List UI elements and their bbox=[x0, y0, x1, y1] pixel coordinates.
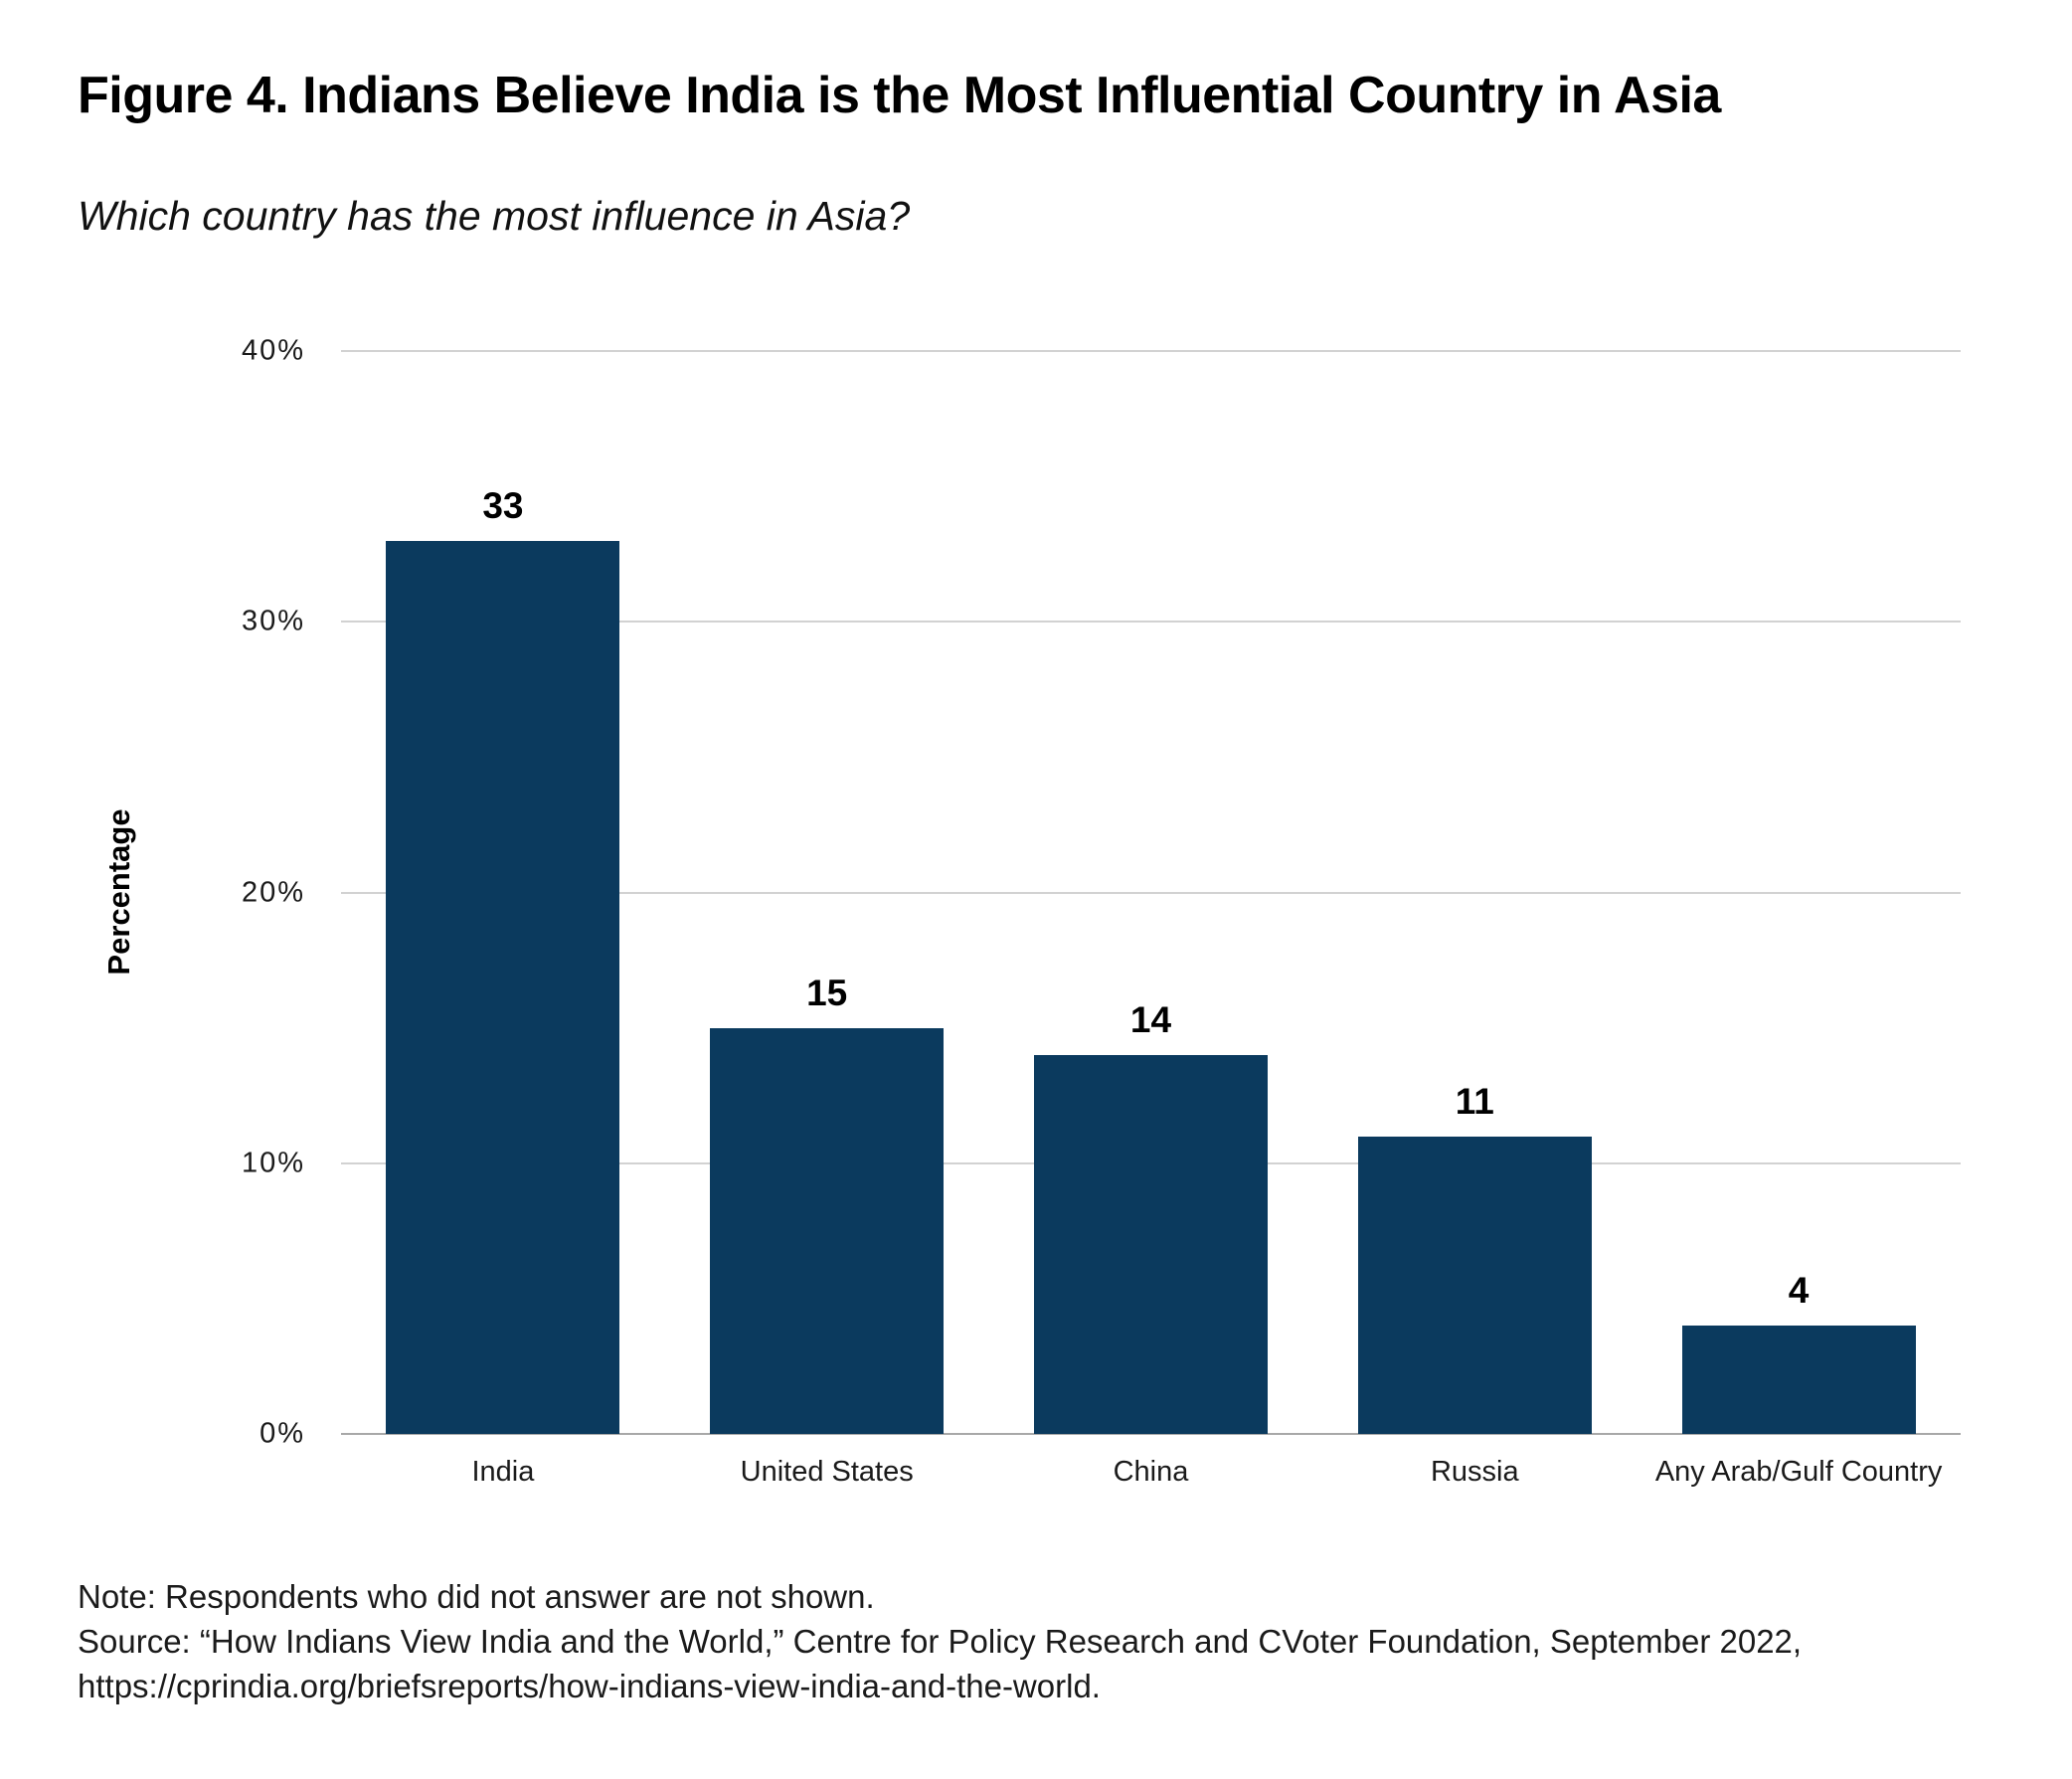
bar-value-label: 14 bbox=[1129, 998, 1172, 1040]
x-category-label: India bbox=[471, 1456, 535, 1488]
bar-india bbox=[386, 540, 620, 1434]
y-tick-label: 20% bbox=[241, 876, 305, 908]
x-category-label: Russia bbox=[1430, 1456, 1519, 1488]
x-category-label: United States bbox=[740, 1456, 914, 1488]
y-tick-label: 40% bbox=[241, 334, 305, 367]
y-tick-label: 30% bbox=[241, 605, 305, 637]
figure-title: Figure 4. Indians Believe India is the M… bbox=[78, 67, 1721, 124]
bar-any-arab-gulf-country bbox=[1681, 1326, 1916, 1434]
bar-value-label: 11 bbox=[1455, 1080, 1494, 1122]
gridline bbox=[341, 621, 1961, 623]
gridline bbox=[341, 350, 1961, 352]
x-category-label: China bbox=[1113, 1456, 1189, 1488]
bar-value-label: 33 bbox=[482, 484, 524, 526]
bar-russia bbox=[1357, 1136, 1592, 1434]
notes-block: Note: Respondents who did not answer are… bbox=[78, 1574, 1802, 1708]
bar-value-label: 15 bbox=[806, 972, 848, 1013]
y-axis-title: Percentage bbox=[101, 808, 136, 976]
note-line: Note: Respondents who did not answer are… bbox=[78, 1578, 875, 1615]
bar-united-states bbox=[710, 1027, 945, 1434]
bar-china bbox=[1034, 1054, 1268, 1434]
bar-value-label: 4 bbox=[1788, 1270, 1810, 1312]
y-tick-label: 10% bbox=[241, 1147, 305, 1179]
source-line: Source: “How Indians View India and the … bbox=[78, 1623, 1803, 1660]
y-tick-label: 0% bbox=[259, 1417, 305, 1450]
source-url: https://cprindia.org/briefsreports/how-i… bbox=[78, 1668, 1101, 1704]
x-axis-line bbox=[341, 1433, 1961, 1435]
figure-subtitle: Which country has the most influence in … bbox=[78, 193, 911, 239]
gridline bbox=[341, 891, 1961, 894]
x-category-label: Any Arab/Gulf Country bbox=[1654, 1456, 1943, 1488]
plot-area: 0% 10% 20% 30% 40% 33 India 15 United States 14 Ch… bbox=[242, 335, 1961, 1488]
